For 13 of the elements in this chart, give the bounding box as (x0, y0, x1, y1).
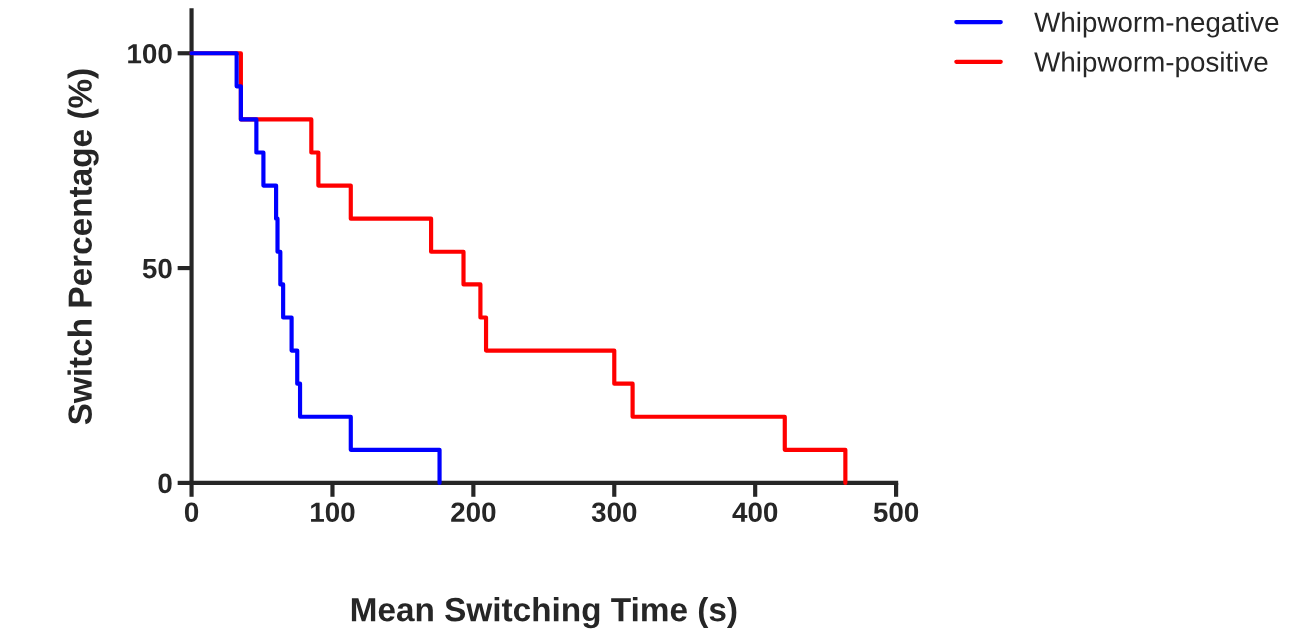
legend-label: Whipworm-negative (1034, 11, 1279, 38)
x-tick-label: 500 (873, 502, 919, 523)
y-axis-title: Switch Percentage (%) (67, 69, 99, 425)
x-tick-label: 0 (184, 502, 199, 523)
x-tick-label: 100 (311, 502, 355, 523)
y-tick-label: 50 (142, 258, 172, 279)
x-tick-label: 200 (451, 502, 496, 523)
x-tick-label: 300 (591, 502, 637, 523)
y-tick-label: 0 (158, 473, 172, 494)
x-tick-label: 400 (732, 502, 778, 523)
x-axis-title: Mean Switching Time (s) (351, 596, 737, 629)
legend-label: Whipworm-positive (1034, 51, 1268, 78)
y-tick-label: 100 (128, 43, 172, 64)
